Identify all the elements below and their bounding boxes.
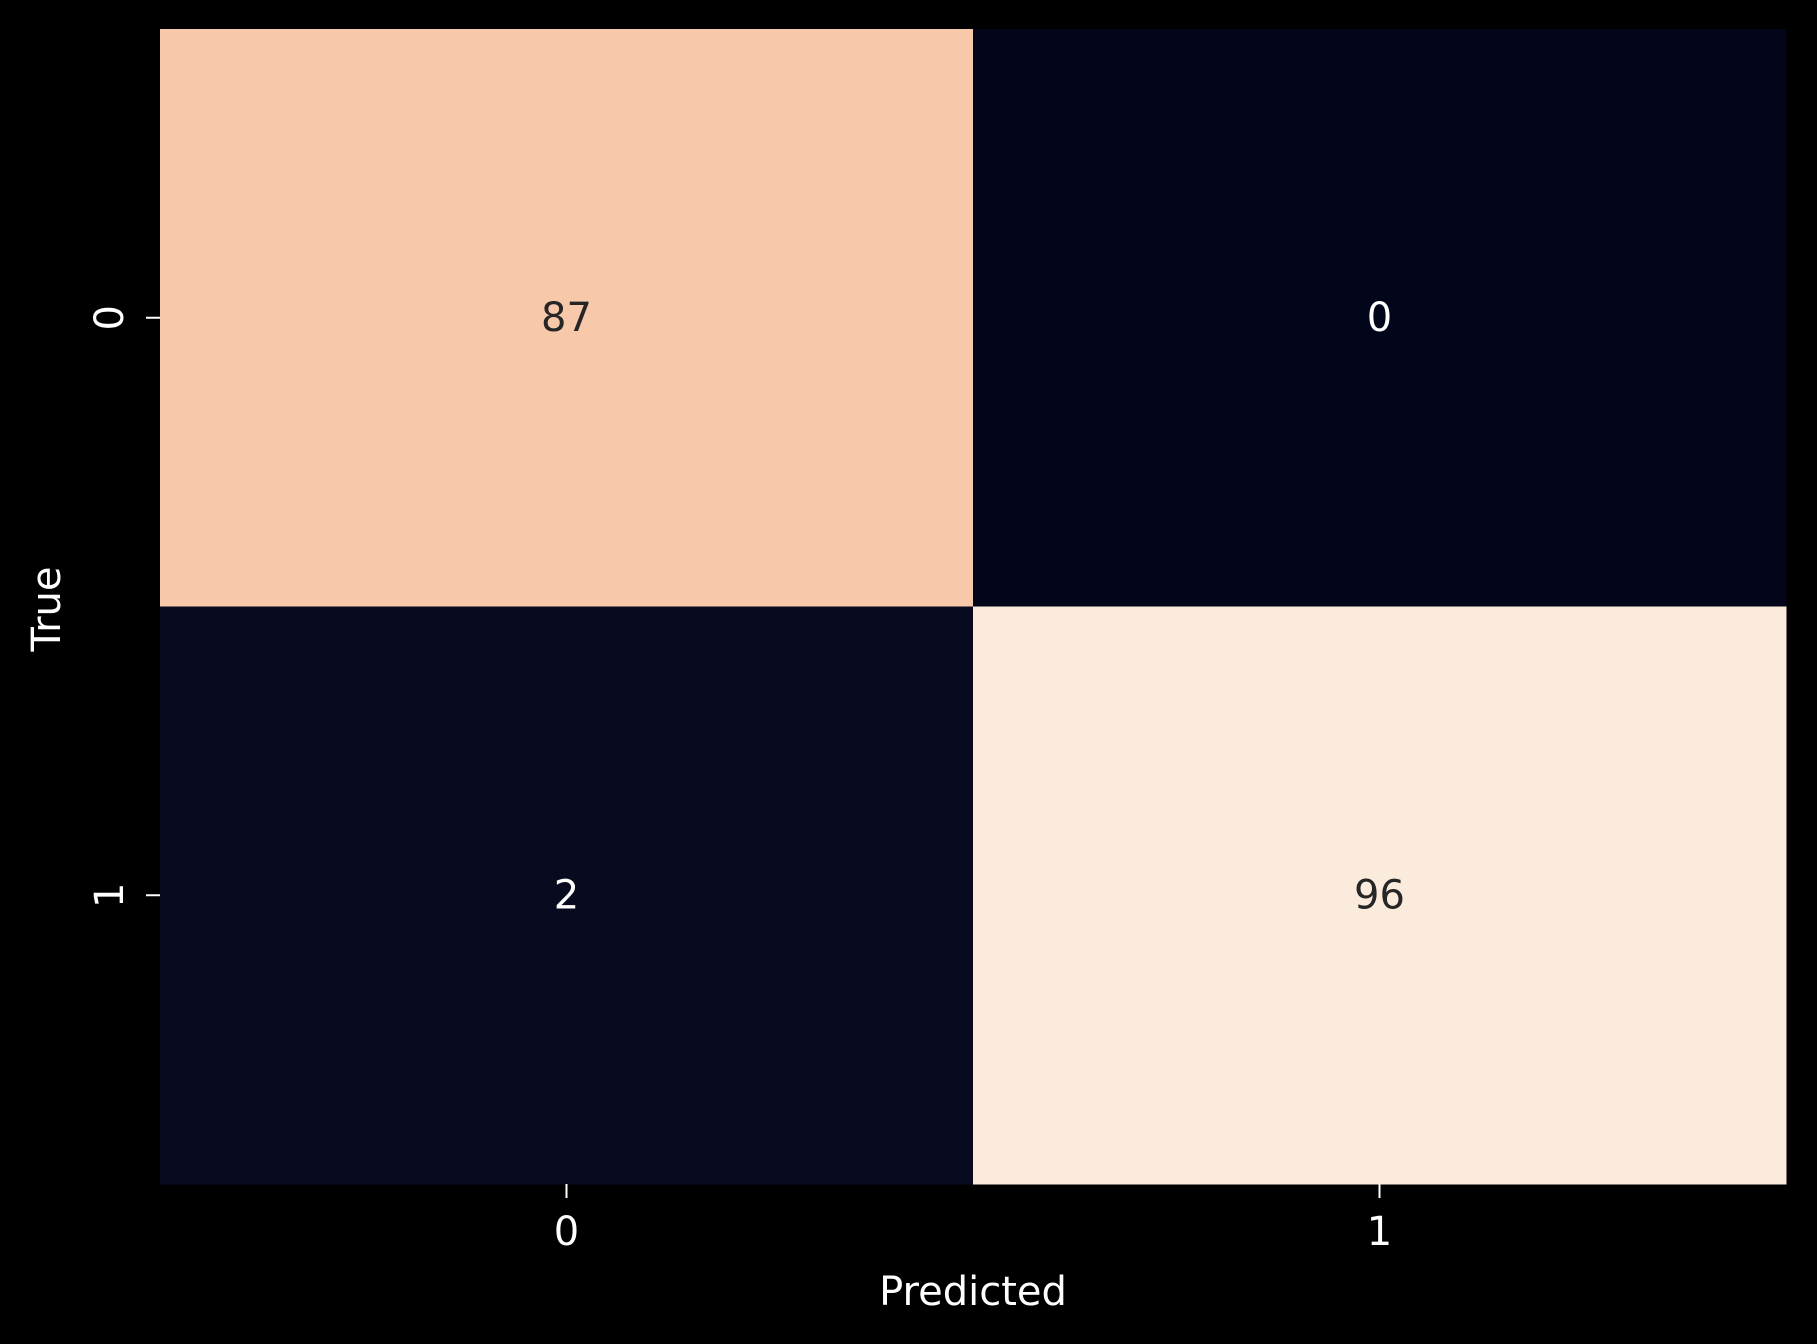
cell-value-1-1: 96 [1354,872,1405,918]
y-tick-label-1: 1 [87,883,133,908]
heatmap-cell-0-0 [160,29,974,607]
y-tick-label-0: 0 [87,305,133,330]
x-tick-label-0: 0 [554,1209,579,1255]
x-axis-label: Predicted [879,1269,1067,1315]
y-axis-label: True [24,567,70,653]
cell-value-0-1: 0 [1367,295,1392,341]
cell-annotations: 87 0 2 96 [541,295,1405,919]
heatmap-cells [160,29,1787,1185]
cell-value-1-0: 2 [554,872,579,918]
y-axis-ticks: 01 [87,305,160,908]
heatmap-cell-1-0 [160,606,974,1185]
heatmap-cell-1-1 [973,606,1787,1185]
heatmap-cell-0-1 [973,29,1787,607]
x-tick-label-1: 1 [1367,1209,1392,1255]
cell-value-0-0: 87 [541,295,592,341]
